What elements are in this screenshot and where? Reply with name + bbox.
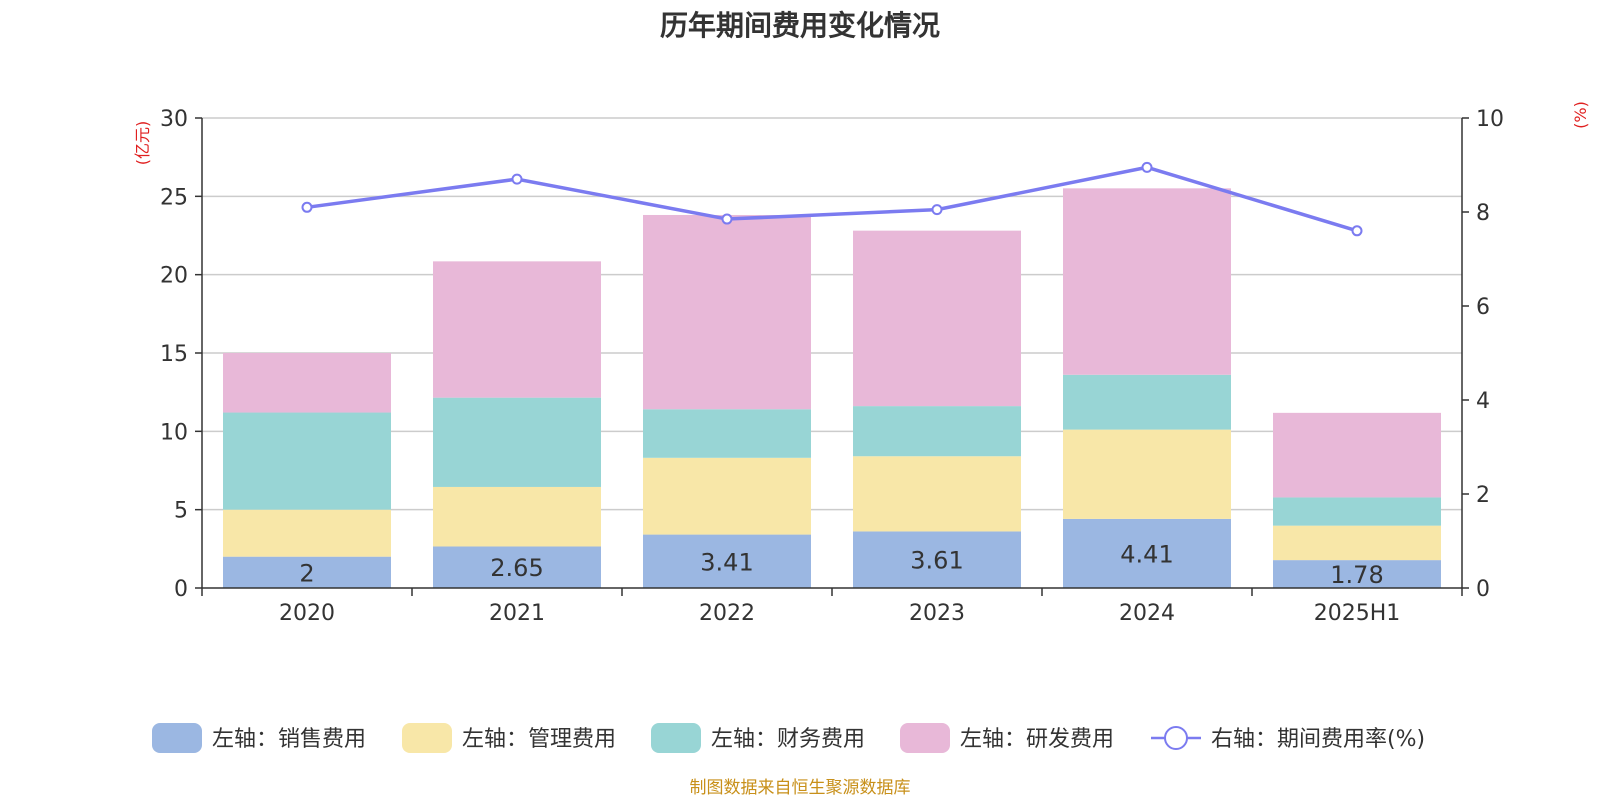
rate-line-point <box>301 201 313 213</box>
bar-segment <box>223 509 391 557</box>
x-tick-label: 2021 <box>489 601 545 626</box>
legend-label: 右轴：期间费用率(%) <box>1211 727 1425 752</box>
legend-swatch <box>152 723 202 753</box>
rate-line-point <box>511 173 523 185</box>
bar-data-label: 4.41 <box>1120 540 1173 568</box>
bar-segment <box>1063 374 1231 430</box>
rate-line-point <box>1141 161 1153 173</box>
bar-data-label: 3.41 <box>700 548 753 576</box>
bar-segment <box>433 261 601 398</box>
bar-data-label: 1.78 <box>1330 561 1383 589</box>
legend-marker-icon <box>1164 726 1188 750</box>
y-left-tick-label: 25 <box>160 185 188 210</box>
y-right-tick-label: 6 <box>1476 295 1490 320</box>
y-left-tick-label: 5 <box>174 499 188 524</box>
x-tick-label: 2020 <box>279 601 335 626</box>
y-left-tick-label: 30 <box>160 107 188 132</box>
x-tick-label: 2025H1 <box>1314 601 1401 626</box>
y-right-tick-label: 10 <box>1476 107 1504 132</box>
x-tick-label: 2023 <box>909 601 965 626</box>
bar-segment <box>433 397 601 487</box>
bar-segment <box>223 556 391 588</box>
bar-data-label: 2 <box>299 559 314 587</box>
y-right-tick-label: 2 <box>1476 483 1490 508</box>
chart-title: 历年期间费用变化情况 <box>659 9 940 42</box>
bar-segment <box>853 531 1021 588</box>
legend-label: 左轴：管理费用 <box>462 727 616 752</box>
bar-data-label: 2.65 <box>490 554 543 582</box>
bar-segment <box>853 406 1021 457</box>
y-left-tick-label: 0 <box>174 577 188 602</box>
y-left-unit-label: (亿元) <box>133 121 152 166</box>
rate-line <box>306 165 1358 233</box>
legend-swatch <box>900 723 950 753</box>
y-left-tick-label: 10 <box>160 420 188 445</box>
legend-label: 左轴：研发费用 <box>960 727 1114 752</box>
bar-segment <box>643 534 811 588</box>
x-tick-label: 2024 <box>1119 601 1175 626</box>
bar-segment <box>1273 497 1441 526</box>
y-right-tick-label: 4 <box>1476 389 1490 414</box>
y-left-tick-label: 15 <box>160 342 188 367</box>
bar-segment <box>853 230 1021 407</box>
footer-source: 制图数据来自恒生聚源数据库 <box>689 778 911 798</box>
bar-segment <box>433 546 601 588</box>
legend-swatch <box>402 723 452 753</box>
legend-label: 左轴：财务费用 <box>711 727 865 752</box>
bar-segment <box>223 412 391 510</box>
y-right-tick-label: 8 <box>1476 201 1490 226</box>
bar-segment <box>1063 429 1231 519</box>
bar-segment <box>1063 518 1231 588</box>
bar-data-label: 3.61 <box>910 547 963 575</box>
y-left-tick-label: 20 <box>160 264 188 289</box>
bar-segment <box>1063 188 1231 375</box>
legend-swatch <box>651 723 701 753</box>
y-right-unit-label: (%) <box>1571 101 1590 129</box>
legend-label: 左轴：销售费用 <box>212 727 366 752</box>
bar-segment <box>1273 560 1441 588</box>
rate-line-point <box>721 213 733 225</box>
x-tick-label: 2022 <box>699 601 755 626</box>
bar-segment <box>853 456 1021 532</box>
rate-line-point <box>931 204 943 216</box>
bar-segment <box>1273 412 1441 498</box>
bar-segment <box>223 353 391 413</box>
rate-line-point <box>1351 225 1363 237</box>
bar-segment <box>1273 525 1441 561</box>
bar-segment <box>643 409 811 458</box>
bar-segment <box>433 486 601 547</box>
y-right-tick-label: 0 <box>1476 577 1490 602</box>
bar-segment <box>643 214 811 410</box>
bar-segment <box>643 457 811 535</box>
